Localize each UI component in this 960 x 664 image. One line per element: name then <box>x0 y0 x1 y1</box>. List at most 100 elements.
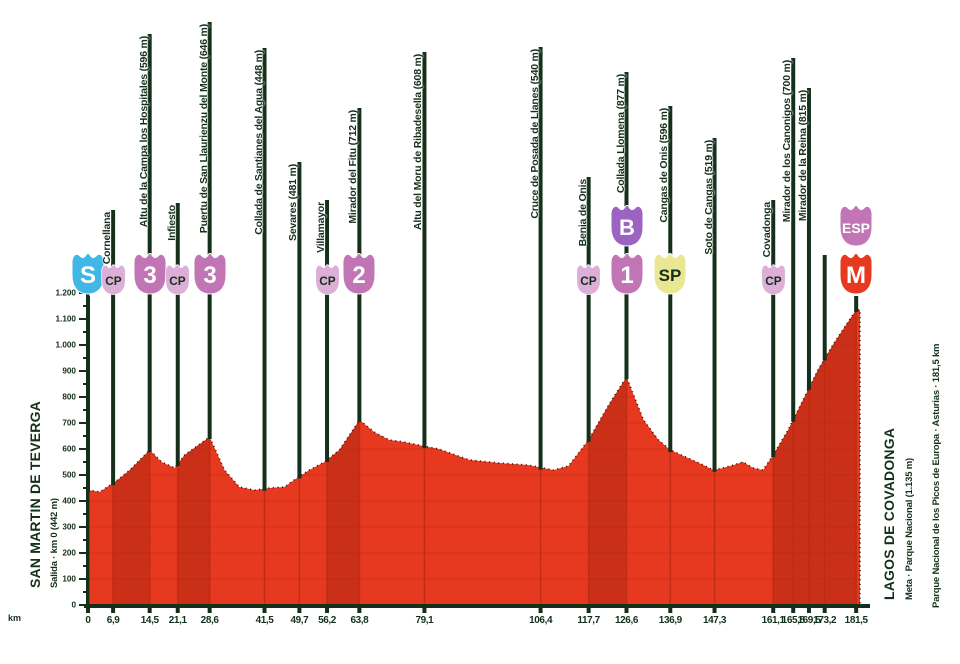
km-label: 63,8 <box>350 615 369 626</box>
badge-climb-cat3: 3 <box>189 250 231 296</box>
km-label: 79,1 <box>415 615 434 626</box>
km-label: 49,7 <box>290 615 309 626</box>
badge-finish-shape <box>839 253 873 295</box>
km-label: 106,4 <box>529 615 553 626</box>
badge-checkpoint-shape <box>760 264 786 295</box>
y-tick-label: 800 <box>62 393 76 402</box>
badge-checkpoint: CP <box>98 262 129 296</box>
km-label: 6,9 <box>106 615 120 626</box>
km-unit-label: km <box>8 613 22 623</box>
marker-place-label: Collada Llomena (877 m) <box>614 74 627 194</box>
badge-climb-cat2-label: 2 <box>353 262 366 289</box>
badge-checkpoint-label: CP <box>319 274 336 288</box>
badge-checkpoint-label: CP <box>169 274 186 288</box>
badge-checkpoint-label: CP <box>580 274 597 288</box>
badge-checkpoint-label: CP <box>765 274 782 288</box>
badge-bonus-label: B <box>619 215 635 240</box>
y-tick-label: 600 <box>62 445 76 454</box>
marker-place-label: Soto de Cangas (519 m) <box>702 140 715 255</box>
badge-bonus: B <box>606 202 648 248</box>
km-label: 126,6 <box>614 615 639 626</box>
finish-side-note: Parque Nacional de los Picos de Europa ·… <box>931 343 942 608</box>
marker-place-label: Altu de la Campa los Hospitales (596 m) <box>137 36 150 228</box>
marker-place-label: Villamayor <box>315 202 327 253</box>
start-subtitle: Salida · km 0 (442 m) <box>49 498 60 588</box>
badge-climb-esp-shape <box>839 205 873 247</box>
badge-climb-cat2: 2 <box>338 250 380 296</box>
km-label: 41,5 <box>255 615 274 626</box>
km-label: 117,7 <box>577 615 600 626</box>
y-tick-label: 100 <box>62 575 76 584</box>
km-label: 147,3 <box>702 615 727 626</box>
badge-finish-label: M <box>846 262 866 289</box>
badge-checkpoint-label: CP <box>105 274 122 288</box>
marker-place-label: Covadonga <box>761 202 774 258</box>
badge-checkpoint-shape <box>314 264 340 295</box>
badge-climb-cat1: 1 <box>606 250 648 296</box>
km-label: 136,9 <box>658 615 682 626</box>
badge-climb-cat2-shape <box>342 253 376 295</box>
badge-climb-esp-label: ESP <box>842 220 870 236</box>
marker-place-label: Cangas de Onis (596 m) <box>658 108 671 223</box>
y-tick-label: 400 <box>62 497 76 506</box>
km-label: 181,5 <box>844 615 868 626</box>
marker-place-label: Collada de Santianes del Agua (448 m) <box>252 50 265 235</box>
km-label: 161,1 <box>761 615 785 626</box>
badge-climb-cat3: 3 <box>129 250 171 296</box>
badge-climb-esp: ESP <box>835 202 877 248</box>
badge-finish: M <box>835 250 877 296</box>
badge-checkpoint: CP <box>312 262 343 296</box>
marker-place-label: Mirador de la Reina (815 m) <box>797 90 809 222</box>
badge-start-label: S <box>80 262 96 289</box>
badge-climb-cat3-shape <box>133 253 167 295</box>
climb-section-band <box>113 309 150 605</box>
marker-place-label: Cruce de Posada de Llanes (540 m) <box>528 49 541 219</box>
marker-place-label: Mirador del Fitu (712 m) <box>347 110 360 224</box>
badge-checkpoint: CP <box>758 262 789 296</box>
badge-checkpoint: CP <box>573 262 604 296</box>
km-label: 28,6 <box>200 615 219 626</box>
y-tick-label: 900 <box>62 367 76 376</box>
km-label: 165,8 <box>781 615 805 626</box>
marker-place-label: Altu del Moru de Ribadesella (608 m) <box>412 54 425 231</box>
badge-start-shape <box>71 253 105 295</box>
km-label: 173,2 <box>813 615 837 626</box>
marker-place-label: Mirador de los Canonigos (700 m) <box>781 60 794 223</box>
marker-place-label: Infiesto <box>165 205 178 241</box>
marker-place-label: Sevares (481 m) <box>287 164 300 241</box>
y-tick-label: 300 <box>62 523 76 532</box>
y-tick-label: 1.100 <box>56 315 77 324</box>
elevation-area <box>88 309 860 605</box>
badge-climb-cat3-label: 3 <box>143 262 156 289</box>
km-label: 56,2 <box>318 615 336 626</box>
finish-name: LAGOS DE COVADONGA <box>881 427 897 600</box>
marker-place-label: Puertu de San Llaurienzu del Monte (646 … <box>197 24 210 234</box>
km-label: 14,5 <box>140 615 159 626</box>
y-tick-label: 1.200 <box>56 289 77 298</box>
y-tick-label: 700 <box>62 419 76 428</box>
marker-place-label: Cornellana <box>101 212 114 265</box>
badge-start: S <box>67 250 109 296</box>
badge-sprint-label: SP <box>659 266 682 285</box>
y-tick-label: 500 <box>62 471 76 480</box>
start-name: SAN MARTIN DE TEVERGA <box>27 401 43 588</box>
km-label: 0 <box>85 615 91 626</box>
km-label: 21,1 <box>168 615 187 626</box>
km-label: 169,5 <box>797 615 821 626</box>
marker-place-label: Benia de Onis <box>576 179 589 247</box>
badge-bonus-shape <box>610 205 643 247</box>
badge-sprint: SP <box>649 250 691 296</box>
badge-climb-cat3-label: 3 <box>203 262 216 289</box>
y-tick-label: 1.000 <box>56 341 77 350</box>
y-tick-label: 0 <box>71 601 76 610</box>
badge-checkpoint-shape <box>165 264 190 295</box>
badge-sprint-shape <box>653 253 687 295</box>
badge-climb-cat3-shape <box>193 253 227 295</box>
badge-checkpoint-shape <box>100 264 126 295</box>
finish-subtitle: Meta · Parque Nacional (1.135 m) <box>904 458 915 600</box>
badge-climb-cat1-label: 1 <box>620 262 633 289</box>
y-tick-label: 200 <box>62 549 76 558</box>
badge-checkpoint: CP <box>162 262 193 296</box>
